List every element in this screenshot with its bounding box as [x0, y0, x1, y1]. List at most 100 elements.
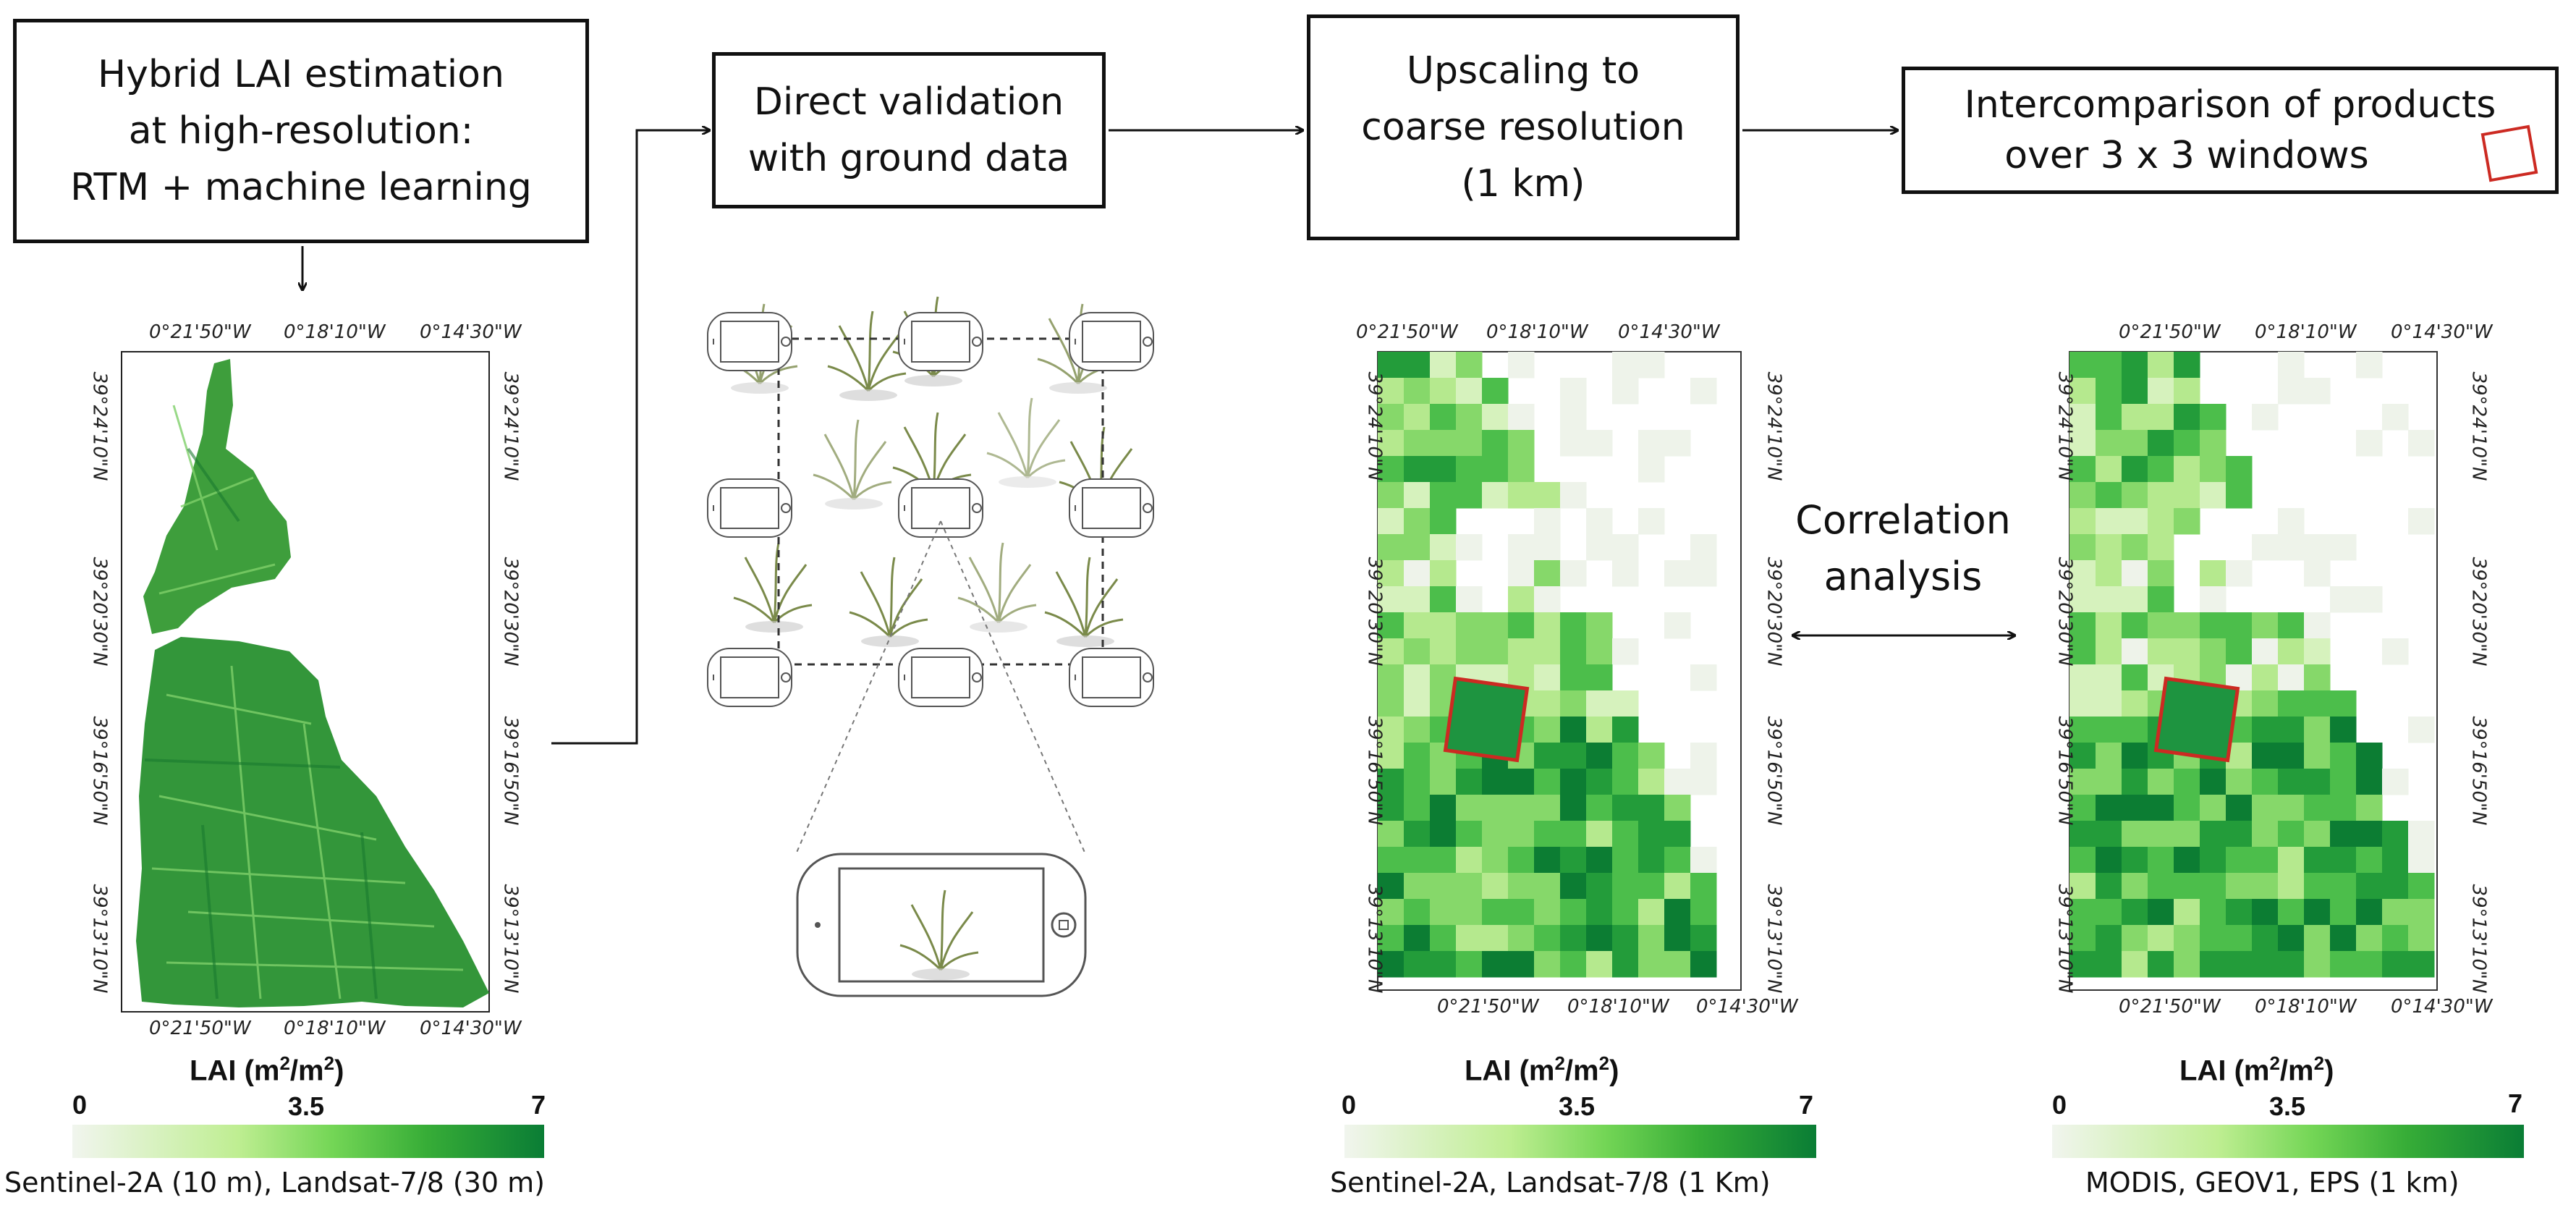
grid-cell — [2096, 586, 2122, 613]
grid-cell — [1378, 873, 1404, 900]
tick-bottom: 0°14'30"W — [1696, 996, 1798, 1018]
grid-cell — [1612, 717, 1639, 743]
grid-cell — [1508, 560, 1535, 587]
grid-cell — [1404, 821, 1431, 848]
grid-cell — [2200, 847, 2227, 874]
grid-cell — [2226, 873, 2253, 900]
grid-cell — [1482, 612, 1509, 639]
grid-cell — [1534, 612, 1561, 639]
grid-cell — [2408, 899, 2435, 926]
colorbar-max: 7 — [1799, 1090, 1814, 1120]
grid-cell — [1560, 482, 1587, 509]
grid-cell — [1404, 795, 1431, 821]
grid-cell — [2304, 899, 2331, 926]
grid-cell — [2174, 795, 2200, 821]
grid-cell — [1508, 404, 1535, 431]
grid-cell — [1508, 612, 1535, 639]
field-texture-dark — [144, 447, 378, 999]
tick-bottom: 0°18'10"W — [2255, 996, 2357, 1018]
grid-cell — [2408, 508, 2435, 535]
grid-cell — [1404, 769, 1431, 795]
grid-cell — [2226, 769, 2253, 795]
grid-cell — [2096, 899, 2122, 926]
grid-cell — [2304, 847, 2331, 874]
grid-cell — [2226, 899, 2253, 926]
grid-cell — [2330, 586, 2357, 613]
grid-cell — [2096, 612, 2122, 639]
grid-cell — [2174, 925, 2200, 952]
grid-cell — [1430, 925, 1457, 952]
grid-cell — [2122, 430, 2148, 457]
grid-cell — [1586, 821, 1613, 848]
grid-cell — [1508, 456, 1535, 483]
step-hybrid-lai: Hybrid LAI estimation at high-resolution… — [13, 19, 589, 243]
grid-cell — [2304, 690, 2331, 717]
grid-cell — [2278, 899, 2305, 926]
grid-cell — [2148, 925, 2174, 952]
grid-cell — [1612, 951, 1639, 978]
grid-cell — [2122, 586, 2148, 613]
grid-cell — [1404, 899, 1431, 926]
grid-cell — [2069, 534, 2096, 561]
grid-cell — [1430, 769, 1457, 795]
grid-cell — [1430, 847, 1457, 874]
field-texture — [151, 405, 464, 999]
grid-cell — [1378, 508, 1404, 535]
grid-cell — [1508, 873, 1535, 900]
tick-bottom: 0°18'10"W — [1567, 996, 1669, 1018]
grid-cell — [2252, 873, 2279, 900]
grid-cell — [2174, 769, 2200, 795]
grid-cell — [1586, 769, 1613, 795]
grid-cell — [1560, 664, 1587, 691]
grid-cell — [2252, 821, 2279, 848]
step-line: Upscaling to — [1406, 49, 1640, 93]
grid-cell — [2226, 638, 2253, 665]
grid-cell — [2174, 352, 2200, 379]
grid-cell — [1534, 560, 1561, 587]
grid-cell — [2408, 717, 2435, 743]
grid-cell — [2226, 482, 2253, 509]
grid-cell — [2252, 899, 2279, 926]
grid-cell — [1430, 534, 1457, 561]
grid-cell — [1586, 925, 1613, 952]
grid-cell — [1690, 951, 1717, 978]
tick-left: 39°20'30"N — [2054, 557, 2076, 667]
grid-cell — [1404, 430, 1431, 457]
grid-cell — [2382, 821, 2409, 848]
grid-cell — [1638, 951, 1665, 978]
grid-cell — [1456, 430, 1483, 457]
grid-cell — [1378, 664, 1404, 691]
step-line: at high-resolution: — [128, 109, 474, 153]
grid-cell — [1404, 378, 1431, 405]
grid-cell — [2122, 795, 2148, 821]
grid-cell — [2382, 873, 2409, 900]
grid-cell — [1612, 769, 1639, 795]
grid-cell — [2069, 352, 2096, 379]
grid-cell — [2148, 769, 2174, 795]
grid-cell — [2356, 743, 2383, 769]
correlation-analysis-label: Correlation analysis — [1780, 492, 2026, 605]
grid-cell — [2069, 456, 2096, 483]
grid-cell — [2148, 456, 2174, 483]
grid-cell — [1690, 769, 1717, 795]
grid-cell — [1456, 482, 1483, 509]
grid-cell — [2278, 743, 2305, 769]
grid-cell — [2304, 717, 2331, 743]
grid-cell — [1378, 769, 1404, 795]
grid-cell — [1404, 508, 1431, 535]
grid-cell — [1404, 482, 1431, 509]
grid-cell — [1612, 873, 1639, 900]
grid-cell — [2278, 873, 2305, 900]
grid-cell — [2174, 638, 2200, 665]
grid-cell — [2278, 847, 2305, 874]
grid-cell — [2226, 951, 2253, 978]
grid-cell — [2096, 456, 2122, 483]
grid-cell — [2122, 534, 2148, 561]
grid-cell — [2304, 664, 2331, 691]
grid-cell — [2304, 769, 2331, 795]
grid-cell — [2408, 873, 2435, 900]
grid-cell — [2096, 664, 2122, 691]
tick-left: 39°16'50"N — [1363, 716, 1386, 826]
grid-cell — [2200, 638, 2227, 665]
